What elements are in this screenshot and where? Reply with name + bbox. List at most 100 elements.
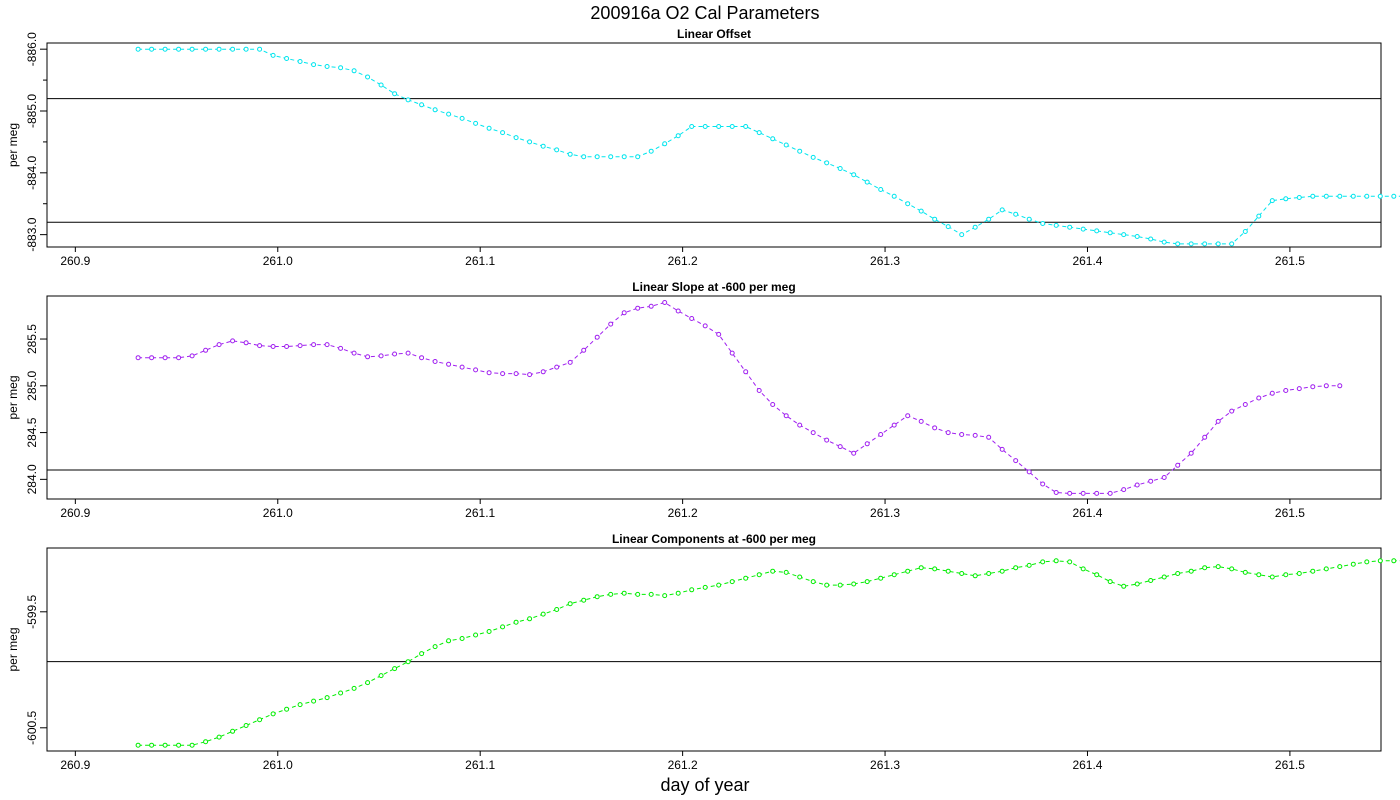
data-point [1040,481,1046,487]
data-point [864,441,870,447]
data-point [972,573,978,579]
data-point [459,115,465,121]
data-point [1094,228,1100,234]
data-point [1296,571,1302,576]
data-point [756,572,762,578]
data-point [878,575,884,581]
data-point [540,143,546,149]
data-point [203,739,209,745]
data-point [716,582,722,588]
data-point [770,402,776,407]
y-tick-label: -883.0 [25,217,39,251]
data-point [783,142,789,148]
data-point [1283,572,1289,578]
y-tick-label: -884.0 [25,155,39,189]
x-tick-label: 261.3 [870,254,900,268]
x-tick-label: 261.3 [870,758,900,772]
data-point [1229,241,1235,247]
data-point [1310,568,1316,574]
data-point [918,565,924,571]
x-tick-label: 261.2 [668,506,698,520]
data-point [716,331,722,337]
data-point [851,450,857,456]
data-point [945,568,951,574]
data-point [743,369,749,375]
panel-linear-components: Linear Components at -600 per meg per meg… [6,532,1400,772]
data-point [932,425,938,431]
data-point [446,111,452,117]
data-point [554,607,560,612]
data-point [891,422,897,428]
data-point [918,208,924,214]
data-point [176,742,182,748]
data-point [635,154,641,160]
data-point [999,446,1005,452]
data-point [1323,566,1329,572]
data-point [1013,458,1019,464]
data-point [851,172,857,178]
data-point [216,342,222,348]
data-point [891,193,897,199]
data-point [1323,383,1329,389]
data-point [945,224,951,230]
data-point [284,56,290,61]
data-point [662,300,668,305]
data-point [594,594,600,600]
data-point [1175,571,1181,576]
data-point [1337,193,1343,199]
data-point [729,579,735,585]
data-point [621,154,627,160]
data-point [878,187,884,192]
data-point [392,666,398,672]
data-point [567,359,573,365]
y-axis-label: per meg [6,123,20,167]
data-point [1134,234,1140,239]
data-point [500,130,506,136]
data-point [162,355,168,361]
data-point [567,151,573,157]
data-point [1215,418,1221,424]
data-point [486,629,492,634]
data-point [770,568,776,574]
x-tick-label: 261.4 [1072,506,1102,520]
panel-title: Linear Components at -600 per meg [612,532,816,546]
x-tick-label: 260.9 [60,506,90,520]
data-point [1121,487,1127,493]
data-point [1229,566,1235,572]
data-point [189,46,195,52]
data-point [959,432,965,437]
data-point [1256,213,1262,219]
data-point [1202,434,1208,440]
data-point [189,353,195,359]
data-point [1175,241,1181,247]
data-point [1229,408,1235,414]
data-point [203,347,209,353]
data-point [351,68,357,74]
data-point [365,74,371,80]
data-point [500,371,506,377]
data-point [662,593,668,599]
data-point [527,139,533,145]
plot-frame [46,42,1382,248]
data-point [230,728,236,734]
y-tick-label: 284.0 [25,464,39,494]
data-point [797,574,803,580]
data-point [756,130,762,136]
data-point [837,166,843,171]
data-point [243,46,249,52]
data-point [1067,490,1073,496]
data-point [635,305,641,311]
data-point [365,680,371,686]
data-point [297,59,303,64]
data-point [1175,462,1181,468]
data-point [1269,574,1275,580]
data-point [162,46,168,52]
data-point [1107,230,1113,236]
data-point [554,147,560,153]
data-point [230,338,236,344]
x-tick-label: 261.4 [1072,254,1102,268]
data-point [324,64,330,69]
data-point [432,107,438,113]
y-axis-label: per meg [6,375,20,419]
data-point [1067,559,1073,565]
